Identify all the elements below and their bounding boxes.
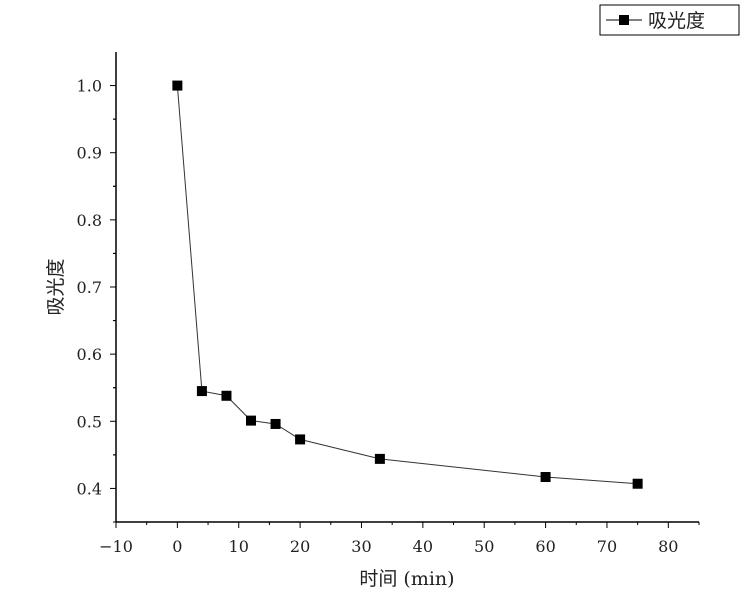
y-tick-label: 0.6 [77,345,102,364]
axes: −10 0 10 20 30 40 50 60 70 80 0.4 0.5 0.6 0.7 0.8 0.9 1.… [77,52,700,556]
x-tick-label: 0 [172,537,182,556]
x-tick-label: 20 [290,537,310,556]
y-tick-label: 0.7 [77,278,102,297]
y-tick-label: 1.0 [77,77,102,96]
x-tick-label: 70 [597,537,617,556]
data-point [295,434,306,445]
data-point [246,415,257,426]
y-tick-label: 0.4 [77,479,102,498]
data-point [172,80,183,91]
x-tick-label: 10 [229,537,249,556]
data-point [540,472,551,483]
y-axis-label: 吸光度 [45,258,67,315]
y-tick-label: 0.8 [77,211,102,230]
data-point [632,478,643,489]
x-tick-label: 80 [658,537,678,556]
y-tick-label: 0.5 [77,412,102,431]
legend: 吸光度 [599,4,740,36]
legend-marker [619,15,629,25]
data-point [270,418,281,429]
data-point [196,386,207,397]
series [172,80,643,489]
data-point [221,390,232,401]
y-tick-label: 0.9 [77,144,102,163]
legend-label: 吸光度 [648,10,705,32]
x-axis-label: 时间 (min) [359,568,454,590]
x-tick-label: 30 [351,537,371,556]
x-tick-label: −10 [99,537,133,556]
x-tick-label: 60 [535,537,555,556]
x-tick-label: 40 [413,537,433,556]
data-point [374,453,385,464]
x-tick-label: 50 [474,537,494,556]
